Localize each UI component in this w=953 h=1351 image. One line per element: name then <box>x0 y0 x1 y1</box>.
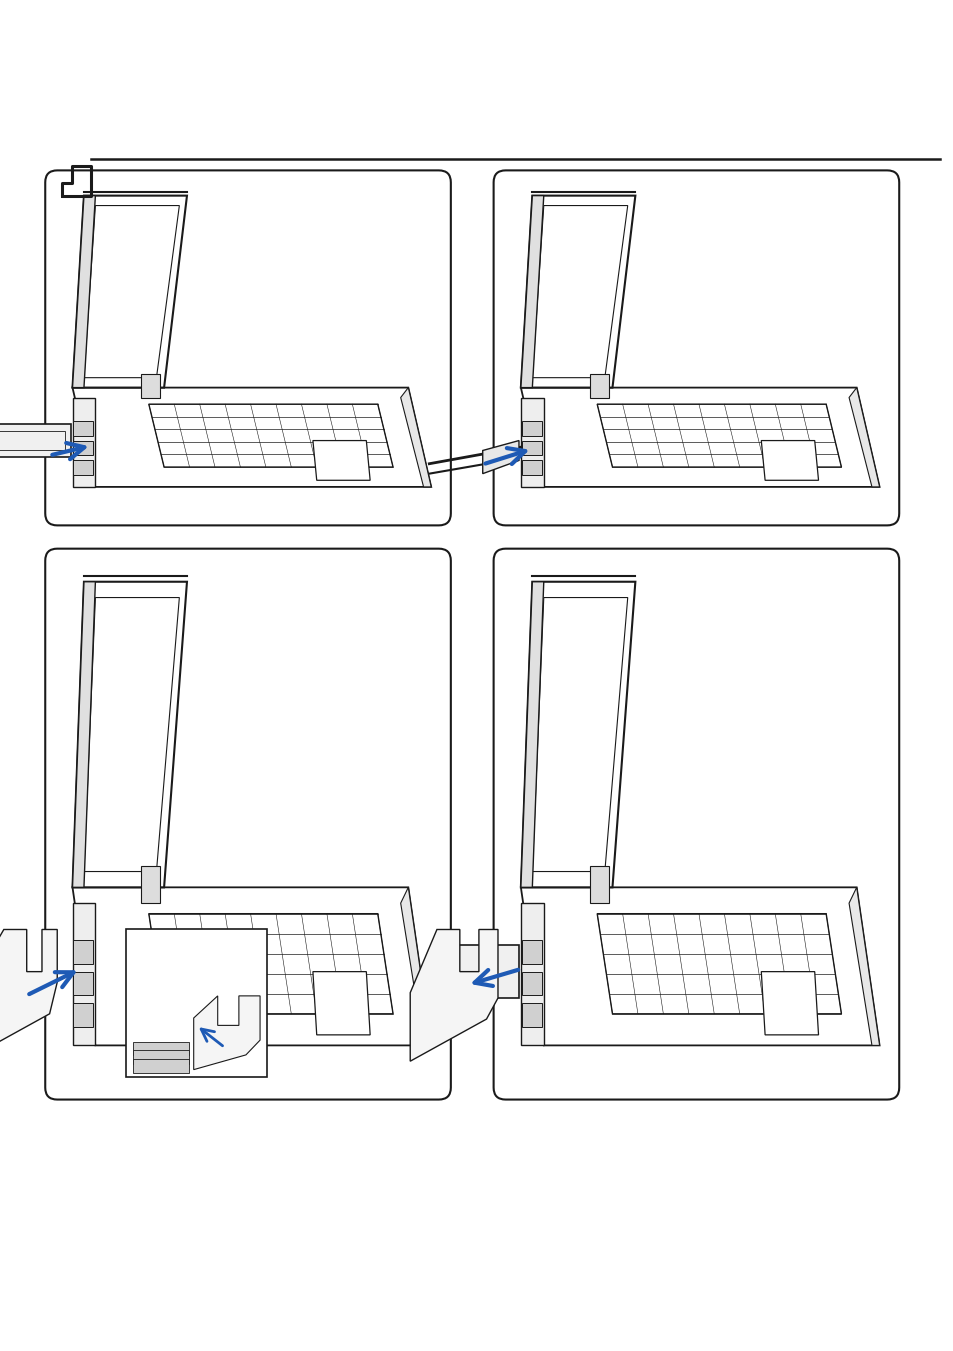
Polygon shape <box>132 1059 190 1073</box>
Polygon shape <box>149 404 393 467</box>
FancyBboxPatch shape <box>493 170 899 526</box>
Polygon shape <box>72 888 431 1046</box>
Polygon shape <box>760 971 818 1035</box>
FancyBboxPatch shape <box>45 549 451 1100</box>
Polygon shape <box>72 196 95 388</box>
Polygon shape <box>521 420 541 435</box>
Polygon shape <box>410 929 497 1062</box>
Polygon shape <box>73 440 93 455</box>
Polygon shape <box>72 196 187 388</box>
Polygon shape <box>400 888 431 1046</box>
Polygon shape <box>597 913 841 1013</box>
FancyBboxPatch shape <box>493 549 899 1100</box>
Polygon shape <box>848 888 879 1046</box>
Polygon shape <box>520 888 879 1046</box>
Polygon shape <box>400 388 431 486</box>
Polygon shape <box>520 196 635 388</box>
Polygon shape <box>73 1004 93 1027</box>
Polygon shape <box>313 971 370 1035</box>
Polygon shape <box>0 424 71 457</box>
Polygon shape <box>72 904 95 1046</box>
Polygon shape <box>532 597 627 871</box>
Polygon shape <box>520 582 635 888</box>
Polygon shape <box>521 440 541 455</box>
Polygon shape <box>532 205 627 378</box>
Polygon shape <box>72 582 95 888</box>
Polygon shape <box>141 374 160 397</box>
Polygon shape <box>521 1004 541 1027</box>
Polygon shape <box>848 388 879 486</box>
Polygon shape <box>73 420 93 435</box>
Polygon shape <box>0 929 57 1056</box>
Polygon shape <box>520 397 543 486</box>
Polygon shape <box>589 866 608 904</box>
Polygon shape <box>521 940 541 963</box>
Polygon shape <box>520 388 879 486</box>
Polygon shape <box>141 866 160 904</box>
FancyBboxPatch shape <box>126 929 267 1077</box>
Polygon shape <box>132 1051 190 1063</box>
Polygon shape <box>597 404 841 467</box>
Polygon shape <box>72 397 95 486</box>
Polygon shape <box>520 196 543 388</box>
Polygon shape <box>521 461 541 476</box>
Polygon shape <box>84 597 179 871</box>
Polygon shape <box>72 388 431 486</box>
Polygon shape <box>452 946 518 998</box>
Polygon shape <box>72 582 187 888</box>
Polygon shape <box>482 440 518 474</box>
Polygon shape <box>521 971 541 996</box>
Polygon shape <box>73 461 93 476</box>
Polygon shape <box>149 913 393 1013</box>
Polygon shape <box>132 1042 190 1055</box>
FancyBboxPatch shape <box>45 170 451 526</box>
Polygon shape <box>73 971 93 996</box>
Polygon shape <box>193 996 260 1070</box>
Polygon shape <box>313 440 370 481</box>
Polygon shape <box>73 940 93 963</box>
Polygon shape <box>84 205 179 378</box>
Polygon shape <box>589 374 608 397</box>
Polygon shape <box>520 904 543 1046</box>
Polygon shape <box>760 440 818 481</box>
Polygon shape <box>520 582 543 888</box>
